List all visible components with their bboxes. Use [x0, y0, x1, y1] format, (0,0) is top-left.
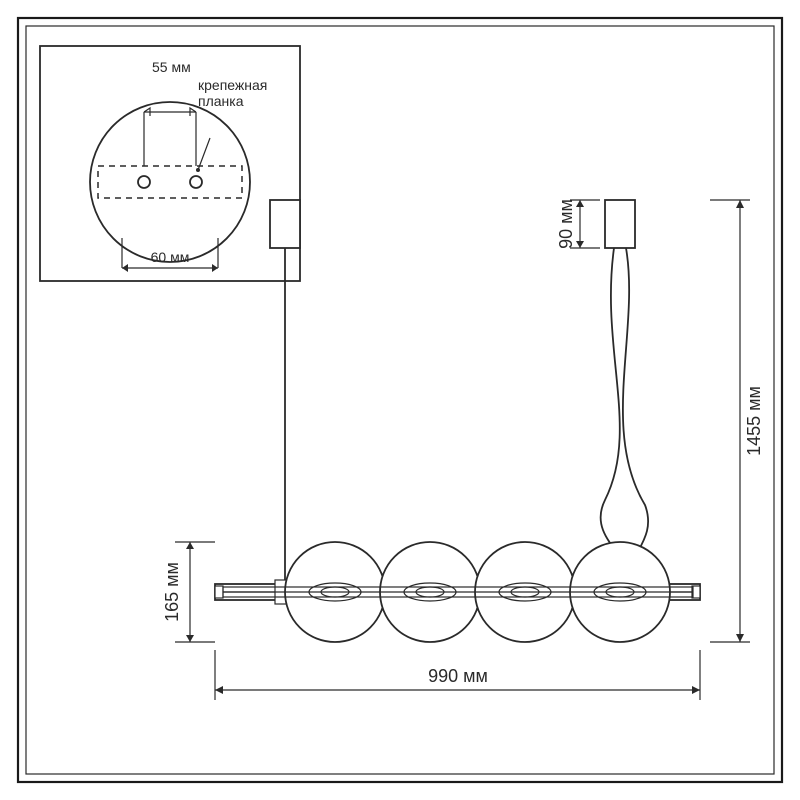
globe-height-label: 165 мм: [162, 562, 182, 622]
dim-canopy-height: 90 мм: [556, 199, 600, 249]
inset-55mm-label: 55 мм: [152, 59, 191, 75]
suspension-right-cable-b: [623, 248, 648, 584]
canopy-right: [605, 200, 635, 248]
width-label: 990 мм: [428, 666, 488, 686]
canopy-left: [270, 200, 300, 248]
dim-total-height: 1455 мм: [710, 200, 764, 642]
suspension-right-cable-a: [601, 248, 632, 584]
total-height-label: 1455 мм: [744, 386, 764, 456]
inset-60mm-label: 60 мм: [151, 249, 190, 265]
drawing-canvas: 55 мм крепежная планка 60 мм 90 мм: [0, 0, 800, 800]
inset-bracket-label-1: крепежная: [198, 77, 267, 93]
inset-bracket-label-2: планка: [198, 93, 244, 109]
dim-width: 990 мм: [215, 650, 700, 700]
inset-detail: 55 мм крепежная планка 60 мм: [40, 46, 300, 281]
dim-globe-height: 165 мм: [162, 542, 215, 642]
canopy-height-label: 90 мм: [556, 199, 576, 249]
globes: [223, 542, 693, 642]
